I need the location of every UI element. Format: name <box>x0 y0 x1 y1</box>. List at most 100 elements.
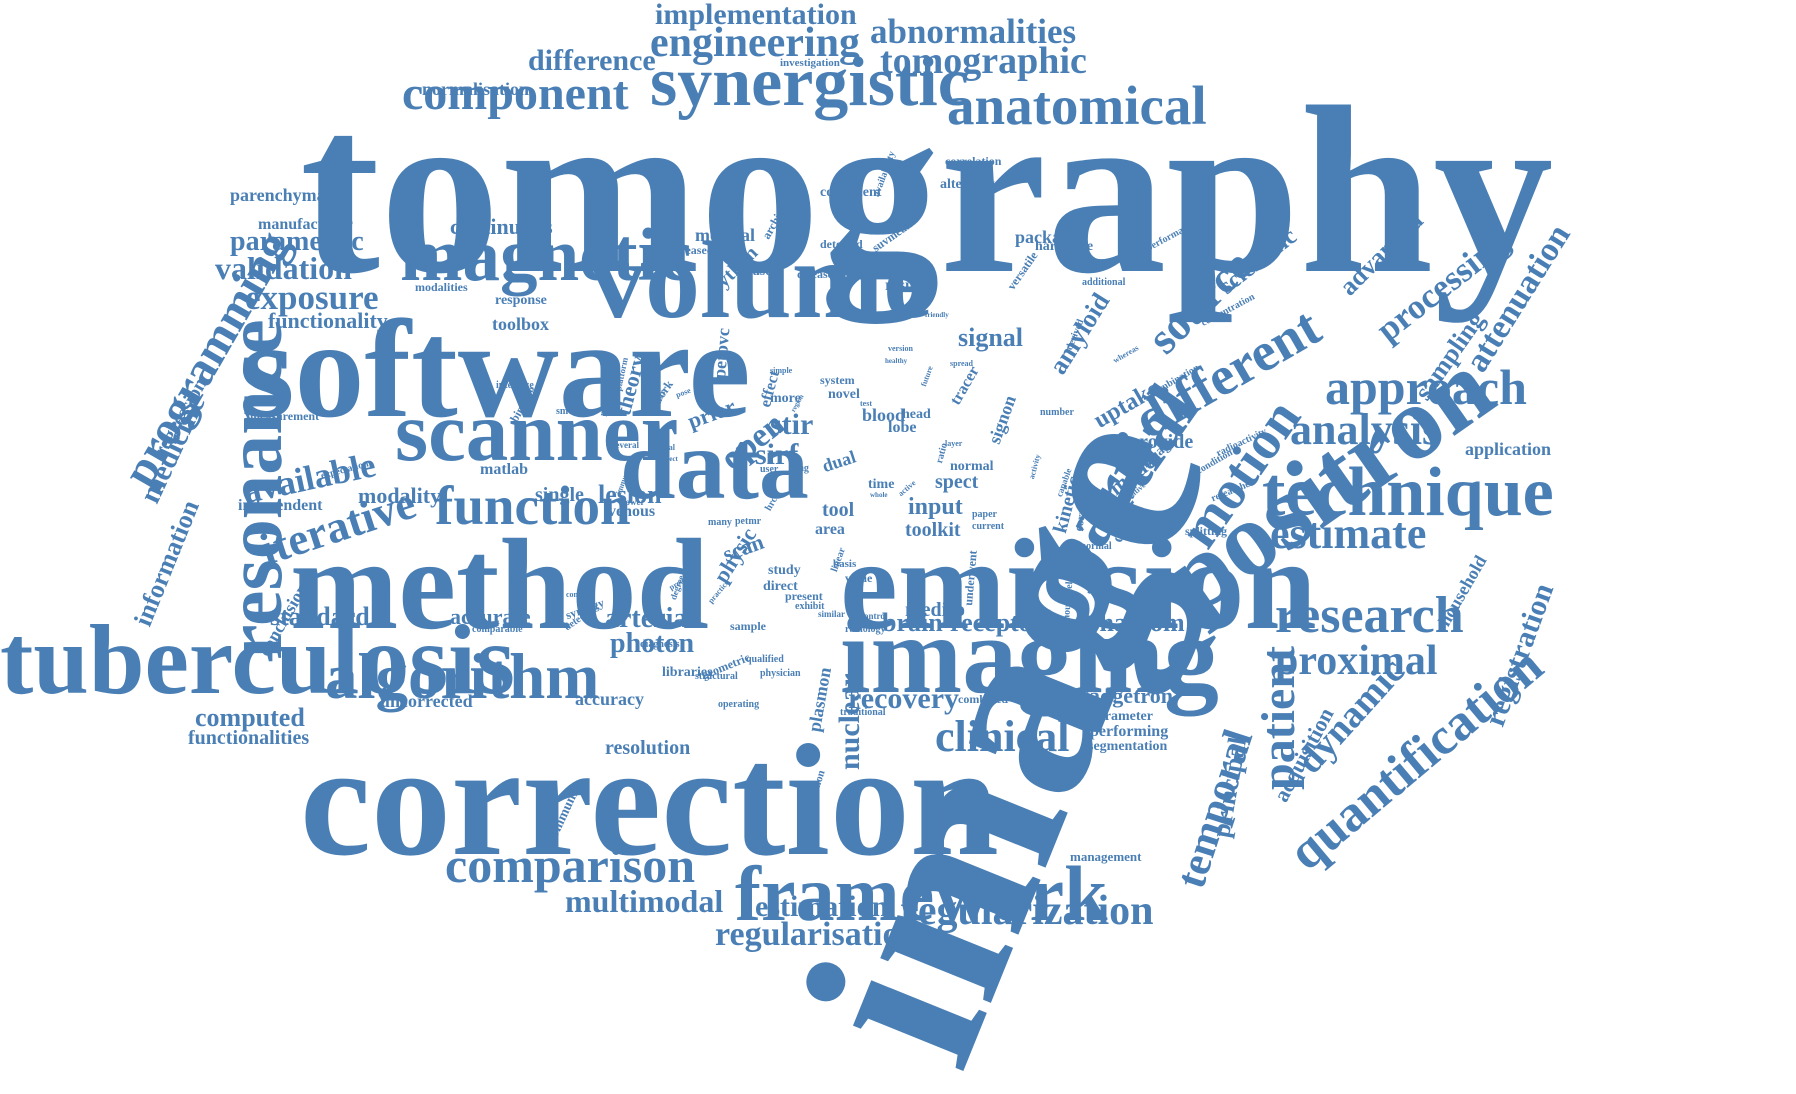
word-version: version <box>888 344 913 353</box>
word-brain: brain <box>882 608 943 637</box>
word-splitting: splitting <box>1185 524 1228 538</box>
word-healthy: healthy <box>885 357 908 365</box>
word-result: result <box>885 277 924 294</box>
word-visual: visual <box>655 443 676 452</box>
word-engineering: engineering <box>650 20 860 66</box>
word-framework: framework <box>735 850 1108 937</box>
word-provide: provide <box>1128 431 1194 453</box>
word-emission: emission <box>840 513 1317 657</box>
word-synergistic: synergistic <box>650 44 969 121</box>
word-stir: stir <box>770 408 814 441</box>
word-accurate: accurate <box>450 604 531 629</box>
word-package: package <box>1015 227 1078 247</box>
word-input: input <box>908 494 963 520</box>
word-normal: normal <box>950 459 994 474</box>
word-method: method <box>290 513 709 657</box>
word-blood: blood <box>862 405 906 425</box>
word-number: number <box>1040 407 1074 418</box>
word-toolkit: toolkit <box>905 519 961 541</box>
word-hardware: hardware <box>1035 239 1094 254</box>
word-value: value <box>845 571 873 585</box>
word-layer: layer <box>945 439 963 448</box>
word-dual: dual <box>819 446 859 477</box>
word-computed: computed <box>195 703 305 732</box>
word-accuracy: accuracy <box>575 689 644 709</box>
word-detected: detected <box>820 237 863 251</box>
word-interface: interface <box>496 380 534 391</box>
word-paper: paper <box>972 509 997 520</box>
word-modalities: modalities <box>415 280 468 294</box>
word-gadgetron: gadgetron <box>1078 683 1173 708</box>
word-anatomical: anatomical <box>947 75 1207 136</box>
word-approach: approach <box>1325 359 1527 415</box>
word-exhibit: exhibit <box>795 601 825 612</box>
word-libraries: libraries <box>662 665 713 680</box>
word-matlab: matlab <box>480 461 528 478</box>
word-lung: lung <box>790 463 809 474</box>
word-comparable: comparable <box>472 624 523 635</box>
word-operating: operating <box>718 699 760 710</box>
word-sirf: sirf <box>755 438 799 471</box>
word-proximal: proximal <box>1275 638 1438 684</box>
word-data: data <box>620 409 809 520</box>
word-parametric: parametric <box>230 226 364 257</box>
word-tomographic: tomographic <box>880 40 1087 82</box>
word-direct: direct <box>763 579 798 594</box>
word-continuous: continuous <box>450 214 553 239</box>
word-present: present <box>785 589 823 603</box>
word-photon: photon <box>610 628 695 659</box>
word-functionality: functionality <box>268 308 388 333</box>
word-structural: structural <box>695 671 738 682</box>
word-management: management <box>1070 849 1142 864</box>
word-modality: modality <box>358 483 442 508</box>
word-tracer: tracer <box>947 363 983 408</box>
word-comparison: comparison <box>445 837 695 893</box>
word-abnormalities: abnormalities <box>870 12 1077 51</box>
word-parameter: parameter <box>1090 709 1153 724</box>
word-ratio: ratio <box>934 441 950 465</box>
word-regularization: regularization <box>900 888 1154 934</box>
word-function: function <box>435 475 631 536</box>
word-imaging: imaging <box>840 594 1219 716</box>
word-concept: concept <box>566 590 593 599</box>
word-analysis: analysis <box>1290 405 1440 454</box>
word-whole: whole <box>870 491 888 499</box>
word-smooth: smooth <box>556 406 588 417</box>
word-performing: performing <box>1090 723 1169 740</box>
word-volume: volume <box>590 219 933 341</box>
word-recovery: recovery <box>848 682 960 715</box>
word-more: more <box>770 391 801 406</box>
word-tool: tool <box>822 499 855 521</box>
word-similar: similar <box>818 609 845 619</box>
word-abnormal: abnormal <box>1070 541 1112 552</box>
word-lesion: lesion <box>598 480 662 509</box>
word-qualified: qualified <box>746 654 784 665</box>
word-area: area <box>815 521 845 538</box>
word-application: application <box>1465 439 1552 459</box>
word-multimodal: multimodal <box>565 883 724 919</box>
word-parenchyma: parenchyma <box>230 185 326 205</box>
word-independent: independent <box>238 497 323 514</box>
word-correction: correction <box>300 711 999 889</box>
word-test: test <box>860 399 872 408</box>
word-head: head <box>902 407 931 422</box>
word-additional: additional <box>1082 277 1126 288</box>
word-correlation: correlation <box>945 154 1002 168</box>
word-lower: lower <box>623 497 645 507</box>
word-scanner: scanner <box>395 385 679 479</box>
word-component: component <box>402 67 629 120</box>
word-clinical: clinical <box>935 712 1070 761</box>
word-future: future <box>919 364 935 388</box>
word-nuclear: nuclear <box>833 673 866 770</box>
word-coefficient: coefficient <box>820 185 882 200</box>
word-single: single <box>535 484 584 506</box>
word-current: current <box>972 521 1005 532</box>
word-tuberculosis: tuberculosis <box>0 604 515 715</box>
word-mediso: mediso <box>905 599 965 621</box>
word-tomography: tomography <box>300 57 1554 323</box>
word-whereas: whereas <box>1111 343 1141 365</box>
word-segmentation: segmentation <box>1088 739 1168 754</box>
word-response: response <box>495 293 547 308</box>
word-receptor: receptor <box>950 608 1044 637</box>
word-regional: regional <box>858 311 886 320</box>
